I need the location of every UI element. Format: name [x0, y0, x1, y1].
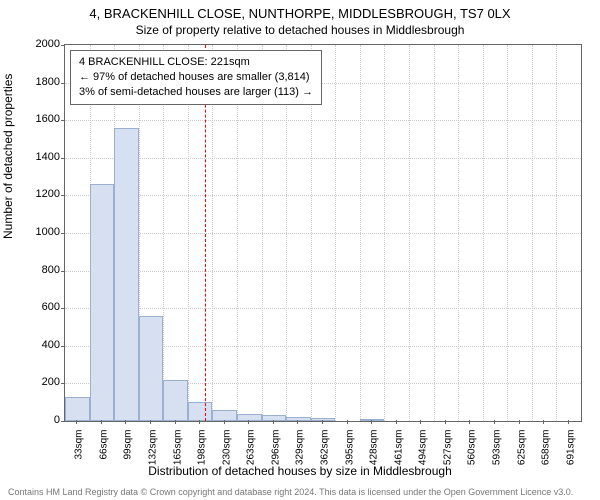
x-tick-label: 461sqm — [393, 430, 404, 480]
x-tick-label: 560sqm — [467, 430, 478, 480]
histogram-bar — [139, 316, 164, 421]
x-tick-label: 395sqm — [344, 430, 355, 480]
x-tick-mark — [568, 420, 569, 424]
x-tick-mark — [297, 420, 298, 424]
grid-line-h — [65, 271, 581, 272]
y-tick-label: 2000 — [20, 38, 60, 50]
x-tick-mark — [175, 420, 176, 424]
histogram-bar — [237, 414, 262, 421]
x-tick-label: 691sqm — [565, 430, 576, 480]
y-tick-label: 1800 — [20, 76, 60, 88]
x-tick-mark — [273, 420, 274, 424]
x-tick-label: 99sqm — [123, 430, 134, 480]
legend-line-1: 4 BRACKENHILL CLOSE: 221sqm — [79, 55, 313, 70]
x-tick-label: 494sqm — [418, 430, 429, 480]
y-tick-label: 1400 — [20, 151, 60, 163]
chart-title: 4, BRACKENHILL CLOSE, NUNTHORPE, MIDDLES… — [0, 0, 600, 21]
y-tick-label: 1600 — [20, 113, 60, 125]
x-tick-label: 658sqm — [541, 430, 552, 480]
x-tick-mark — [445, 420, 446, 424]
x-tick-label: 625sqm — [516, 430, 527, 480]
histogram-bar — [114, 128, 139, 421]
y-tick-mark — [61, 308, 65, 309]
grid-line-v — [409, 45, 410, 421]
y-tick-label: 800 — [20, 264, 60, 276]
legend-box: 4 BRACKENHILL CLOSE: 221sqm ← 97% of det… — [70, 50, 322, 105]
grid-line-v — [532, 45, 533, 421]
y-tick-label: 600 — [20, 301, 60, 313]
x-tick-label: 66sqm — [98, 430, 109, 480]
grid-line-h — [65, 233, 581, 234]
x-tick-mark — [76, 420, 77, 424]
y-tick-label: 400 — [20, 339, 60, 351]
x-tick-mark — [420, 420, 421, 424]
x-tick-label: 198sqm — [197, 430, 208, 480]
y-tick-mark — [61, 346, 65, 347]
legend-line-3: 3% of semi-detached houses are larger (1… — [79, 85, 313, 100]
histogram-bar — [286, 417, 311, 421]
x-tick-mark — [248, 420, 249, 424]
y-tick-label: 200 — [20, 376, 60, 388]
y-tick-mark — [61, 271, 65, 272]
x-tick-mark — [347, 420, 348, 424]
x-tick-mark — [101, 420, 102, 424]
histogram-bar — [90, 184, 115, 421]
x-tick-label: 296sqm — [270, 430, 281, 480]
x-tick-mark — [125, 420, 126, 424]
grid-line-v — [434, 45, 435, 421]
x-tick-mark — [322, 420, 323, 424]
grid-line-v — [507, 45, 508, 421]
x-tick-mark — [199, 420, 200, 424]
x-tick-mark — [150, 420, 151, 424]
y-tick-mark — [61, 120, 65, 121]
x-tick-label: 132sqm — [147, 430, 158, 480]
x-tick-label: 593sqm — [491, 430, 502, 480]
y-tick-label: 1200 — [20, 188, 60, 200]
y-tick-mark — [61, 195, 65, 196]
grid-line-h — [65, 120, 581, 121]
y-axis-label: Number of detached properties — [1, 74, 15, 239]
x-tick-mark — [519, 420, 520, 424]
histogram-bar — [188, 402, 213, 421]
grid-line-v — [458, 45, 459, 421]
y-tick-mark — [61, 421, 65, 422]
footer-text: Contains HM Land Registry data © Crown c… — [8, 487, 592, 498]
grid-line-h — [65, 158, 581, 159]
x-tick-mark — [494, 420, 495, 424]
x-tick-label: 428sqm — [369, 430, 380, 480]
x-tick-label: 33sqm — [74, 430, 85, 480]
x-tick-mark — [396, 420, 397, 424]
histogram-bar — [163, 380, 188, 421]
x-tick-mark — [371, 420, 372, 424]
legend-line-2: ← 97% of detached houses are smaller (3,… — [79, 70, 313, 85]
y-tick-label: 1000 — [20, 226, 60, 238]
x-tick-mark — [543, 420, 544, 424]
y-tick-mark — [61, 158, 65, 159]
grid-line-h — [65, 195, 581, 196]
x-tick-label: 230sqm — [221, 430, 232, 480]
x-tick-label: 165sqm — [172, 430, 183, 480]
grid-line-v — [384, 45, 385, 421]
x-tick-mark — [469, 420, 470, 424]
x-tick-label: 263sqm — [246, 430, 257, 480]
histogram-bar — [65, 397, 90, 421]
y-tick-mark — [61, 45, 65, 46]
grid-line-v — [483, 45, 484, 421]
y-tick-label: 0 — [20, 414, 60, 426]
x-tick-label: 329sqm — [295, 430, 306, 480]
y-tick-mark — [61, 383, 65, 384]
x-tick-label: 362sqm — [319, 430, 330, 480]
grid-line-v — [335, 45, 336, 421]
chart-container: 4, BRACKENHILL CLOSE, NUNTHORPE, MIDDLES… — [0, 0, 600, 500]
y-tick-mark — [61, 83, 65, 84]
x-tick-mark — [224, 420, 225, 424]
x-tick-label: 527sqm — [442, 430, 453, 480]
grid-line-h — [65, 308, 581, 309]
grid-line-v — [556, 45, 557, 421]
grid-line-v — [360, 45, 361, 421]
y-tick-mark — [61, 233, 65, 234]
chart-subtitle: Size of property relative to detached ho… — [0, 21, 600, 37]
